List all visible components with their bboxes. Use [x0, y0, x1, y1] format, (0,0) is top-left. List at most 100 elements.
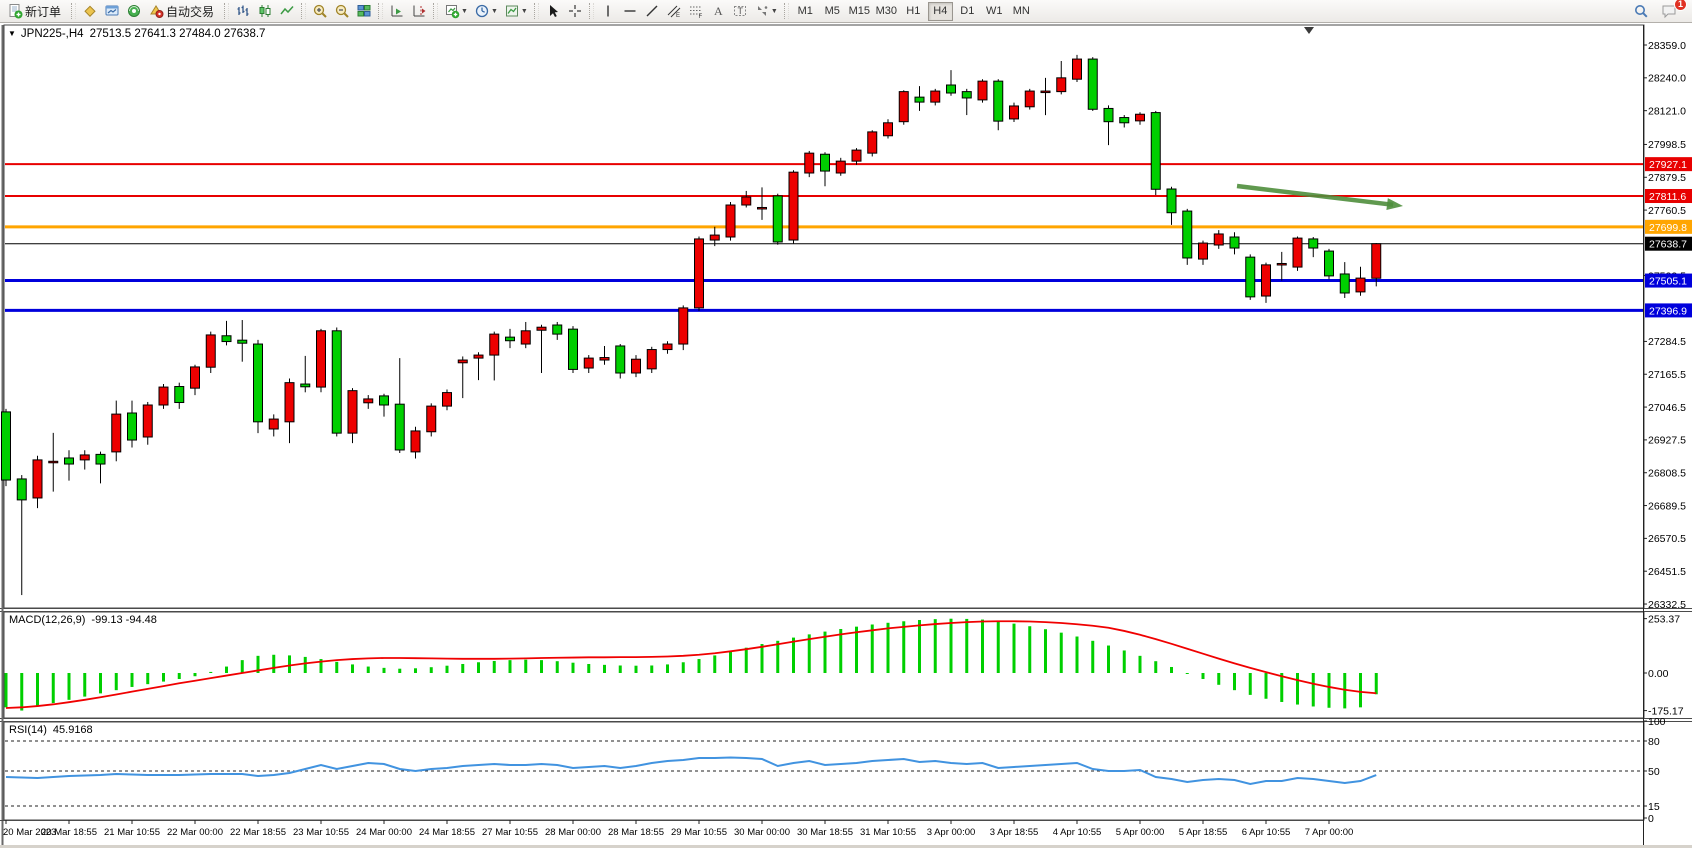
candle-body: [851, 149, 862, 162]
candle-body: [1355, 277, 1366, 293]
search-button[interactable]: [1630, 1, 1652, 22]
timeframe-button-d1[interactable]: D1: [960, 5, 975, 17]
price-level-badge: [1645, 157, 1692, 172]
price-tick-label: 26808.5: [1648, 468, 1686, 480]
candle-body: [1182, 210, 1193, 259]
autotrading-button[interactable]: 自动交易: [145, 1, 221, 22]
macd-histogram-bar: [335, 661, 339, 673]
price-tick-label: 28359.0: [1648, 40, 1686, 52]
macd-histogram-bar: [618, 665, 622, 673]
timeframe-button-h4[interactable]: H4: [927, 1, 953, 21]
time-tick-label: 5 Apr 18:55: [1179, 827, 1228, 838]
time-tick-label: 7 Apr 00:00: [1305, 827, 1354, 838]
candle-body: [725, 204, 736, 238]
candlestick-mode-button[interactable]: [254, 1, 276, 22]
vertical-line-tool-button[interactable]: [597, 1, 619, 22]
line-chart-mode-button[interactable]: [276, 1, 298, 22]
candle-body: [142, 404, 153, 438]
macd-histogram-bar: [508, 660, 512, 673]
timeframe-button-w1[interactable]: W1: [986, 5, 1003, 17]
time-tick-label: 21 Mar 10:55: [104, 827, 160, 838]
price-tick-label: 28240.0: [1648, 73, 1686, 85]
new-chart-button[interactable]: ▼: [441, 1, 471, 22]
toolbar-separator: [301, 3, 307, 19]
timeframe-button-m5[interactable]: M5: [824, 5, 840, 17]
strategy-tester-button[interactable]: [123, 1, 145, 22]
candle-body: [709, 234, 720, 241]
toolbar-separator: [224, 3, 230, 19]
periods-button[interactable]: ▼: [471, 1, 501, 22]
macd-histogram-bar: [429, 667, 433, 673]
price-axis[interactable]: 28359.0 28240.0 28121.0 27998.5 27879.5 27760…: [1643, 40, 1686, 611]
macd-histogram-bar: [981, 619, 984, 673]
candle-body: [1245, 256, 1256, 298]
timeframe-button-m15[interactable]: M15: [848, 5, 870, 17]
strategy-tester-icon: [126, 3, 142, 19]
timeframe-button-mn[interactable]: MN: [1012, 5, 1030, 17]
cursor-tool-button[interactable]: [542, 1, 564, 22]
notifications-button[interactable]: 1: [1658, 0, 1687, 22]
new-order-button[interactable]: 新订单: [4, 1, 68, 22]
candle-body: [568, 328, 578, 370]
price-level-badge: [1645, 236, 1692, 251]
timeframe-button-m1[interactable]: M1: [797, 5, 813, 17]
tile-windows-button[interactable]: [353, 1, 375, 22]
macd-histogram-bar: [492, 660, 496, 673]
candle-body: [253, 343, 263, 423]
macd-scale-label: 253.37: [1648, 613, 1680, 625]
metaeditor-button[interactable]: [79, 1, 101, 22]
chart-canvas[interactable]: 28359.0 28240.0 28121.0 27998.5 27879.5 27760…: [0, 23, 1692, 848]
candle-body: [1213, 233, 1224, 246]
text-label-tool-button[interactable]: T: [729, 1, 751, 22]
candle-body: [394, 403, 405, 451]
candle-body: [111, 413, 122, 453]
macd-histogram-bar: [162, 673, 165, 682]
macd-signal-line: [5, 620, 1377, 709]
crosshair-tool-button[interactable]: [564, 1, 586, 22]
candle-body: [1024, 90, 1035, 108]
time-tick-label: 30 Mar 18:55: [797, 827, 853, 838]
candle-body: [473, 354, 484, 359]
candle-body: [583, 357, 594, 369]
macd-histogram-bar: [1264, 673, 1268, 699]
candle-body: [788, 171, 799, 241]
candle-body: [363, 398, 374, 404]
price-tick-label: 26570.5: [1648, 533, 1686, 545]
text-tool-button[interactable]: A: [707, 1, 729, 22]
time-tick-label: 5 Apr 00:00: [1116, 827, 1165, 838]
chart-shift-button[interactable]: [408, 1, 430, 22]
candle-body: [1371, 243, 1382, 279]
macd-histogram-bar: [1059, 632, 1063, 673]
chart-shift-marker-icon[interactable]: [1304, 27, 1314, 34]
timeframe-button-m30[interactable]: M30: [875, 5, 897, 17]
auto-scroll-button[interactable]: [386, 1, 408, 22]
rsi-name: RSI(14): [9, 724, 47, 736]
timeframe-button-h1[interactable]: H1: [906, 5, 921, 17]
macd-histogram-bar: [1154, 661, 1158, 673]
arrows-tool-button[interactable]: ▼: [751, 1, 781, 22]
terminal-button[interactable]: [101, 1, 123, 22]
horizontal-line-tool-button[interactable]: [619, 1, 641, 22]
zoom-out-button[interactable]: [331, 1, 353, 22]
zoom-in-button[interactable]: [309, 1, 331, 22]
time-tick-label: 6 Apr 10:55: [1242, 827, 1291, 838]
macd-panel: 253.37 0.00 -175.17: [4, 613, 1684, 717]
macd-histogram-bar: [839, 629, 843, 673]
bar-chart-mode-button[interactable]: [232, 1, 254, 22]
channel-tool-button[interactable]: E: [663, 1, 685, 22]
fibonacci-tool-button[interactable]: F: [685, 1, 707, 22]
macd-histogram-bar: [193, 673, 197, 677]
collapse-triangle-icon[interactable]: ▼: [8, 29, 16, 38]
toolbar-separator: [433, 3, 439, 19]
chevron-down-icon: ▼: [490, 7, 498, 15]
candlestick-icon: [257, 3, 273, 19]
trend-arrow-annotation[interactable]: [1236, 183, 1403, 211]
toolbar-separator: [71, 3, 77, 19]
candle-body: [1324, 250, 1334, 277]
macd-histogram-bar: [571, 662, 575, 673]
trendline-tool-button[interactable]: [641, 1, 663, 22]
candle-body: [662, 343, 673, 351]
templates-button[interactable]: ▼: [501, 1, 531, 22]
